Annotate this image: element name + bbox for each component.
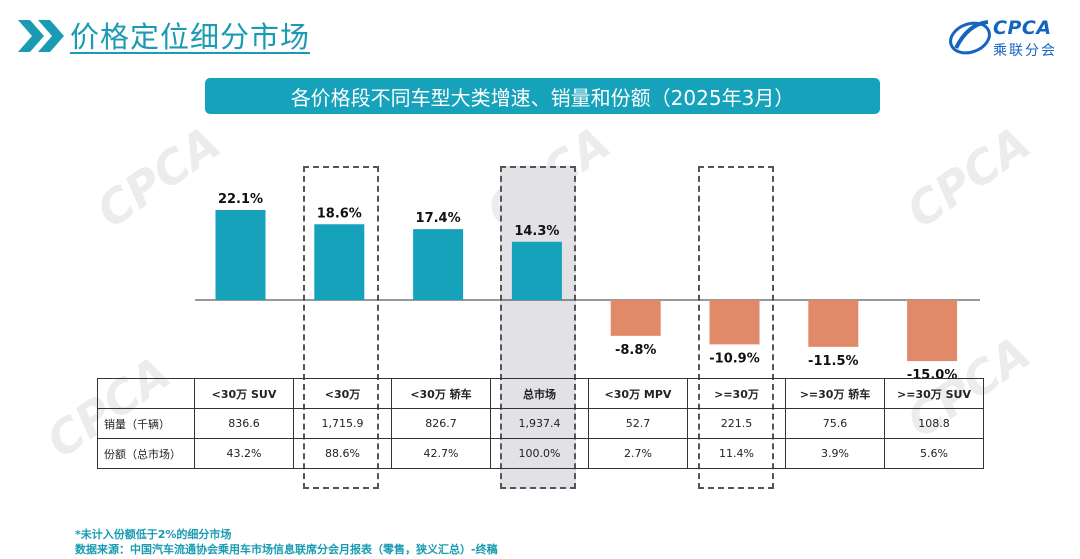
cpca-logo-icon [949, 20, 991, 55]
bar-4 [610, 300, 661, 336]
data-label-2: 17.4% [416, 211, 461, 226]
table-cell: 1,715.9 [293, 408, 392, 439]
data-label-4: -8.8% [615, 343, 656, 358]
bar-0 [215, 210, 266, 300]
footnote-note: *未计入份额低于2%的细分市场 [75, 528, 232, 541]
row-label: 销量（千辆） [97, 408, 195, 439]
bar-3 [511, 241, 562, 300]
table-cell: 52.7 [588, 408, 688, 439]
bar-6 [808, 300, 859, 347]
bar-chart: 22.1% 18.6% 17.4% 14.3% -8.8% -10.9% -11.5% -15… [195, 192, 980, 380]
bar-1 [314, 224, 365, 300]
table-cell: 43.2% [194, 438, 294, 469]
data-label-0: 22.1% [218, 192, 263, 207]
row-label: 份额（总市场） [97, 438, 195, 469]
table-cell: 3.9% [785, 438, 885, 469]
table-cell: 75.6 [785, 408, 885, 439]
table-cell: 100.0% [490, 438, 589, 469]
chart-title-banner: 各价格段不同车型大类增速、销量和份额（2025年3月） [205, 78, 880, 114]
table-header-row: <30万 SUV <30万 <30万 轿车 总市场 <30万 MPV >=30万… [97, 378, 984, 409]
table-header-cell: >=30万 轿车 [785, 378, 885, 409]
data-label-6: -11.5% [808, 354, 859, 369]
data-label-3: 14.3% [514, 224, 559, 239]
highlight-box-under30 [303, 166, 379, 489]
table-cell: 11.4% [687, 438, 786, 469]
footnote-source: 数据来源：中国汽车流通协会乘用车市场信息联席分会月报表（零售，狭义汇总）-终稿 [75, 543, 498, 556]
table-corner-cell [97, 378, 195, 409]
data-label-5: -10.9% [709, 351, 760, 366]
logo-subtitle: 乘联分会 [993, 43, 1057, 59]
table-row-sales: 销量（千辆） 836.6 1,715.9 826.7 1,937.4 52.7 … [97, 408, 984, 439]
table-cell: 836.6 [194, 408, 294, 439]
table-header-cell: <30万 轿车 [391, 378, 491, 409]
data-label-7: -15.0% [907, 368, 958, 380]
page-title: 价格定位细分市场 [70, 20, 311, 54]
table-header-cell: >=30万 SUV [884, 378, 984, 409]
table-cell: 42.7% [391, 438, 491, 469]
table-header-cell: <30万 MPV [588, 378, 688, 409]
bar-2 [413, 229, 464, 300]
double-chevron-icon [18, 20, 64, 52]
logo-text: CPCA [993, 17, 1052, 39]
table-cell: 2.7% [588, 438, 688, 469]
data-label-1: 18.6% [317, 206, 362, 221]
table-header-cell: <30万 [293, 378, 392, 409]
highlight-box-over30 [698, 166, 774, 489]
table-cell: 221.5 [687, 408, 786, 439]
table-header-cell: 总市场 [490, 378, 589, 409]
table-cell: 1,937.4 [490, 408, 589, 439]
bar-5 [709, 300, 760, 345]
table-header-cell: <30万 SUV [194, 378, 294, 409]
bar-7 [907, 300, 958, 362]
table-cell: 5.6% [884, 438, 984, 469]
table-cell: 108.8 [884, 408, 984, 439]
table-cell: 88.6% [293, 438, 392, 469]
table-row-share: 份额（总市场） 43.2% 88.6% 42.7% 100.0% 2.7% 11… [97, 438, 984, 469]
data-table: <30万 SUV <30万 <30万 轿车 总市场 <30万 MPV >=30万… [97, 378, 984, 469]
table-cell: 826.7 [391, 408, 491, 439]
table-header-cell: >=30万 [687, 378, 786, 409]
